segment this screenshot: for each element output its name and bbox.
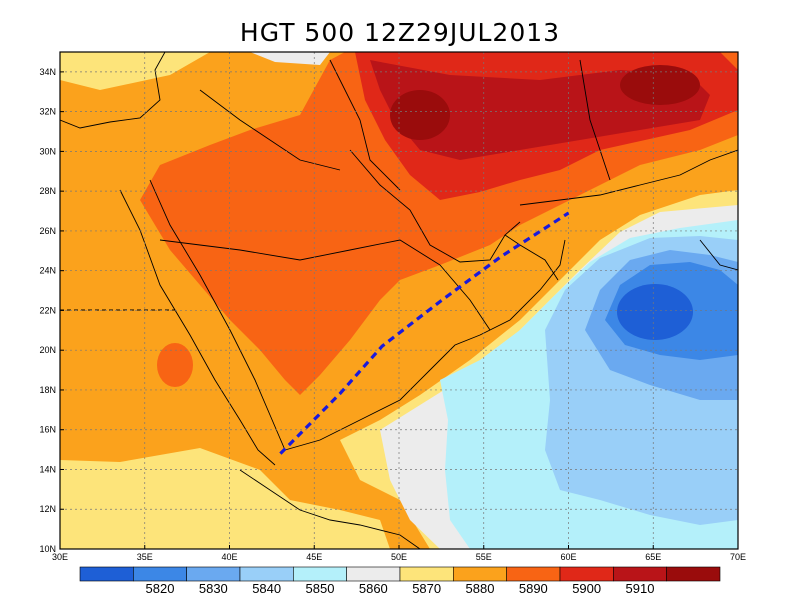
border-jordan — [199, 89, 341, 171]
lat-tick-label: 34N — [39, 67, 56, 77]
colorbar-swatch — [346, 566, 401, 582]
lat-tick-label: 32N — [39, 107, 56, 117]
border-iran-east — [579, 59, 611, 181]
gridlines — [60, 52, 738, 549]
height-field — [60, 52, 738, 549]
colorbar: 5820 5830 5840 5850 5860 5870 5880 5890 5900 5910 — [79, 566, 721, 596]
lat-tick-label: 10N — [39, 544, 56, 554]
lon-tick-label: 45E — [306, 552, 322, 562]
border-saudi-north — [159, 239, 441, 266]
colorbar-label: 5900 — [572, 581, 601, 596]
lon-tick-labels: 30E 35E 40E 45E 50E 55E 60E 65E 70E — [52, 545, 746, 562]
colorbar-swatch — [239, 566, 294, 582]
field-5890-blob — [157, 343, 193, 387]
coastlines — [60, 52, 738, 549]
colorbar-swatch — [666, 566, 721, 582]
field-5910-core-west — [390, 90, 450, 140]
colorbar-label: 5820 — [146, 581, 175, 596]
lat-tick-label: 16N — [39, 425, 56, 435]
coast-gulf — [349, 149, 521, 263]
lon-tick-label: 70E — [730, 552, 746, 562]
lat-tick-label: 24N — [39, 266, 56, 276]
coast-oman — [504, 234, 559, 281]
colorbar-swatch — [186, 566, 241, 582]
lat-tick-label: 30N — [39, 146, 56, 156]
lon-tick-label: 65E — [645, 552, 661, 562]
colorbar-swatch — [133, 566, 187, 582]
coast-horn — [239, 469, 421, 549]
colorbar-swatch — [399, 566, 454, 582]
field-core-low — [617, 284, 693, 340]
lat-tick-label: 22N — [39, 305, 56, 315]
colorbar-swatch — [506, 566, 561, 582]
coast-india — [699, 239, 738, 271]
lat-tick-label: 20N — [39, 345, 56, 355]
colorbar-label: 5910 — [626, 581, 655, 596]
lat-tick-label: 26N — [39, 226, 56, 236]
field-5860-top — [250, 52, 330, 65]
coast-red-sea-east — [149, 179, 286, 451]
colorbar-swatch — [453, 566, 507, 582]
colorbar-label: 5890 — [519, 581, 548, 596]
border-oman-saudi — [439, 264, 491, 331]
lon-tick-label: 30E — [52, 552, 68, 562]
coast-mediterranean — [60, 52, 166, 129]
lat-tick-label: 12N — [39, 504, 56, 514]
colorbar-label: 5870 — [412, 581, 441, 596]
coast-iran-south — [519, 149, 738, 206]
colorbar-label: 5880 — [466, 581, 495, 596]
lon-tick-label: 40E — [221, 552, 237, 562]
coast-red-sea-west — [119, 189, 276, 466]
colorbar-swatch — [293, 566, 347, 582]
border-iraq — [329, 59, 401, 191]
lon-tick-label: 55E — [476, 552, 492, 562]
lon-tick-label: 50E — [391, 552, 407, 562]
field-5870-nw — [60, 52, 210, 90]
trough-dashed-line — [279, 211, 570, 455]
colorbar-label: 5860 — [359, 581, 388, 596]
colorbar-swatch — [559, 566, 614, 582]
colorbar-swatch — [613, 566, 667, 582]
lon-tick-label: 35E — [137, 552, 153, 562]
lon-tick-label: 60E — [560, 552, 576, 562]
colorbar-label: 5830 — [199, 581, 228, 596]
colorbar-label: 5840 — [252, 581, 281, 596]
lat-tick-label: 14N — [39, 464, 56, 474]
lat-tick-labels: 10N 12N 14N 16N 18N 20N 22N 24N 26N 28N 30N 32N 34N — [39, 67, 64, 554]
lat-tick-label: 18N — [39, 385, 56, 395]
coast-arabia-south — [284, 239, 566, 451]
colorbar-swatch — [79, 566, 134, 582]
map-title: HGT 500 12Z29JUL2013 — [239, 18, 561, 47]
lat-tick-label: 28N — [39, 186, 56, 196]
field-5910-core-east — [620, 65, 700, 105]
field-5870-sw — [60, 448, 390, 549]
colorbar-label: 5850 — [306, 581, 335, 596]
